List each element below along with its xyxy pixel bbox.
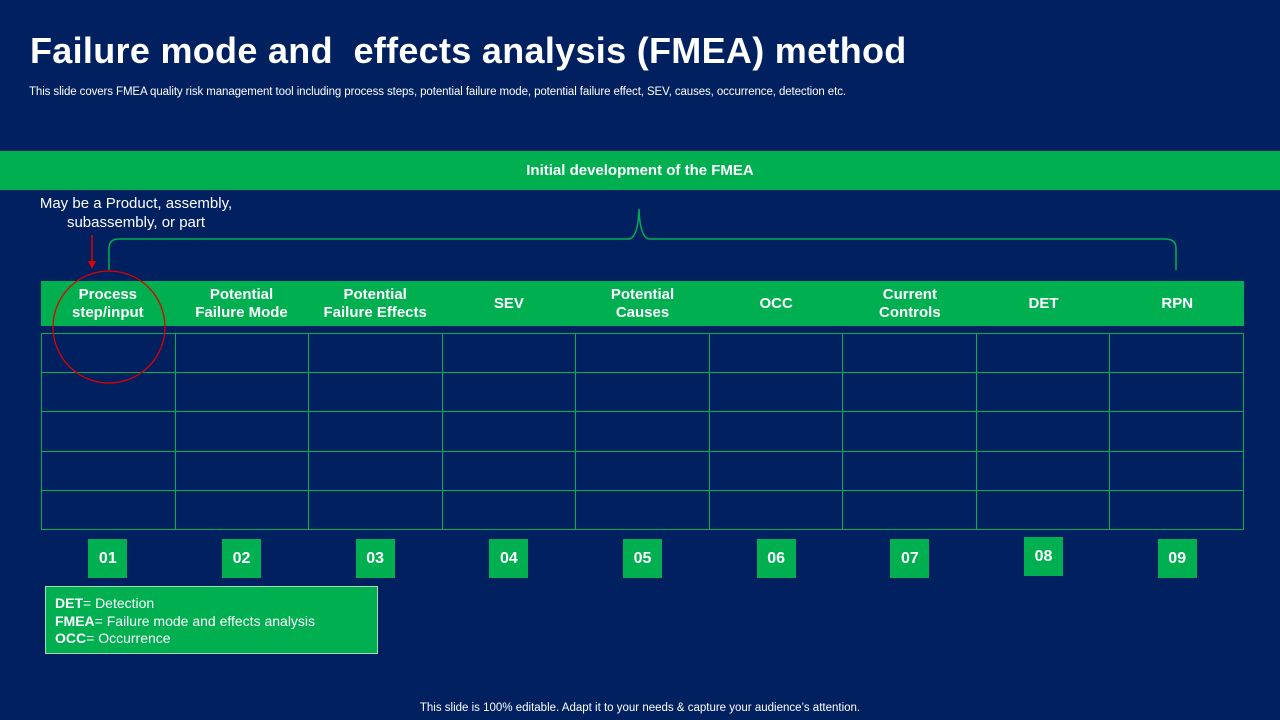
col-header-sev: SEV [493, 294, 524, 312]
page-title: Failure mode and effects analysis (FMEA)… [30, 30, 907, 71]
abbreviation-legend: DET= Detection FMEA= Failure mode and ef… [45, 586, 378, 654]
legend-item: FMEA= Failure mode and effects analysis [55, 612, 316, 629]
column-number-badge: 06 [756, 539, 796, 578]
col-header-controls: Current Controls [879, 285, 941, 321]
column-number-badge: 04 [489, 539, 529, 578]
legend-item: DET= Detection [55, 595, 155, 611]
col-header-failure-effects: Potential Failure Effects [323, 285, 427, 321]
table-header-row: Process step/input Potential Failure Mode … [41, 281, 1244, 326]
column-number-badge: 08 [1024, 537, 1064, 576]
table-row [41, 489, 1244, 531]
section-banner: Initial development of the FMEA [0, 151, 1280, 190]
column-number-badge: 02 [222, 539, 261, 578]
columns-brace [108, 208, 1177, 270]
annotation-line-2: subassembly, or part [66, 214, 206, 231]
annotation-note: May be a Product, assembly, subassembly,… [20, 194, 252, 232]
table-row [41, 372, 1244, 413]
footer-note: This slide is 100% editable. Adapt it to… [419, 702, 861, 714]
col-header-occ: OCC [759, 294, 793, 312]
col-header-process-step: Process step/input [72, 285, 144, 321]
column-number-badge: 01 [88, 539, 128, 578]
banner-label: Initial development of the FMEA [526, 162, 754, 179]
col-header-causes: Potential Causes [610, 285, 675, 321]
col-header-rpn: RPN [1161, 294, 1194, 312]
column-number-row: 01 02 03 04 05 06 07 08 09 [41, 537, 1244, 578]
column-number-badge: 09 [1157, 539, 1197, 578]
table-row [41, 332, 1244, 374]
table-row [41, 411, 1244, 452]
pointer-arrow-head [88, 261, 96, 269]
annotation-line-1: May be a Product, assembly, [39, 195, 233, 212]
column-number-badge: 07 [890, 539, 930, 578]
column-number-badge: 03 [355, 539, 395, 578]
fmea-table [41, 332, 1244, 531]
legend-item: OCC= Occurrence [55, 630, 171, 646]
page-subtitle: This slide covers FMEA quality risk mana… [29, 86, 846, 98]
table-row [41, 450, 1244, 491]
col-header-det: DET [1028, 294, 1059, 312]
col-header-failure-mode: Potential Failure Mode [195, 285, 288, 321]
column-number-badge: 05 [623, 539, 663, 578]
